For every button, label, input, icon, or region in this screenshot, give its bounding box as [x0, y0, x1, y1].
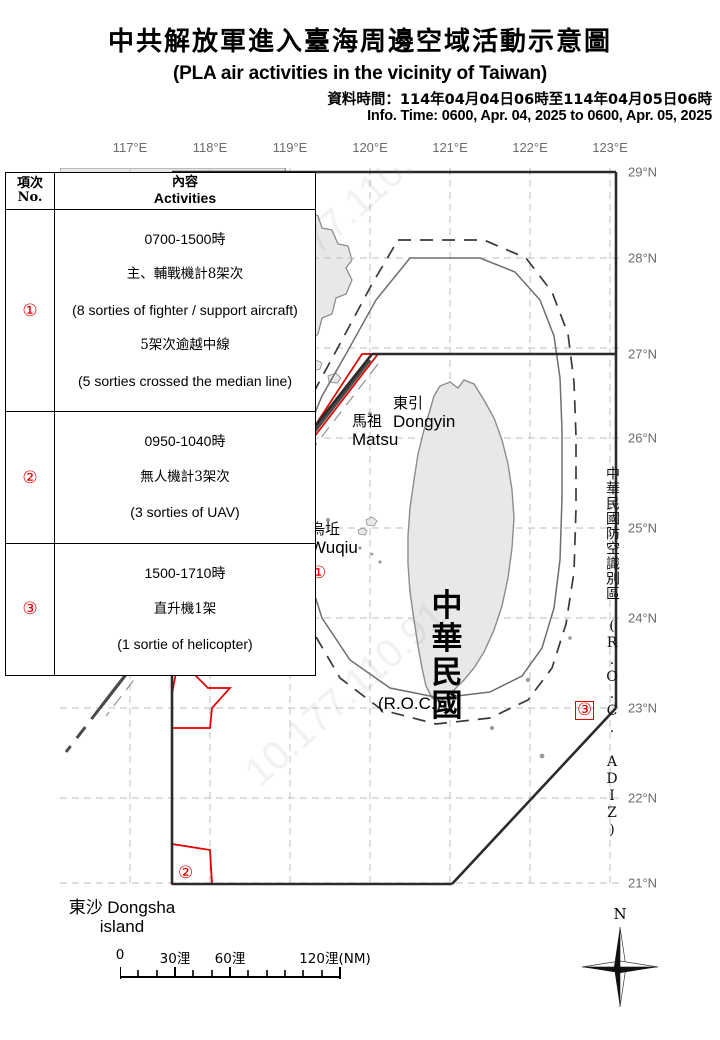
row-en1-2: (3 sorties of UAV): [130, 504, 240, 521]
lat-label-28: 28°N: [628, 250, 658, 266]
info-time-zh: 資料時間：114年04月04日06時至114年04月05日06時: [327, 92, 712, 108]
table-header-row: 項次 No. 內容 Activities: [5, 172, 316, 210]
marker-2: ②: [178, 863, 194, 883]
row-activities-2: 0950-1040時 無人機計3架次 (3 sorties of UAV): [54, 411, 316, 545]
lat-label-27: 27°N: [628, 346, 658, 362]
median-line-extension: [64, 707, 102, 753]
lon-label-122: 122°E: [512, 140, 548, 155]
row-time-1: 0700-1500時: [144, 230, 226, 247]
lon-label-118: 118°E: [192, 140, 228, 155]
row-zh1-2: 無人機計3架次: [140, 469, 230, 486]
taiwan-island: [357, 379, 572, 759]
compass-rose: N: [580, 905, 660, 1010]
row-time-2: 0950-1040時: [144, 433, 226, 450]
table-header-no-zh: 項次: [16, 176, 43, 192]
compass-north-label: N: [613, 905, 627, 923]
page-title-zh: 中共解放軍進入臺海周邊空域活動示意圖: [107, 27, 612, 57]
lat-label-26: 26°N: [628, 430, 658, 446]
table-row: ② 0950-1040時 無人機計3架次 (3 sorties of UAV): [5, 411, 316, 545]
lon-label-121: 121°E: [432, 140, 468, 155]
scale-tick-60: 60浬: [214, 951, 246, 967]
lat-label-23: 23°N: [628, 700, 658, 716]
lon-label-119: 119°E: [272, 140, 308, 155]
lat-label-24: 24°N: [628, 610, 658, 626]
lon-label-120: 120°E: [352, 140, 388, 155]
place-en2: island: [99, 917, 145, 936]
marker-3: ③: [575, 700, 595, 720]
row-zh1-1: 主、輔戰機計8架次: [126, 266, 244, 283]
place-en: Dongsha: [107, 898, 176, 917]
row-time-3: 1500-1710時: [144, 565, 226, 582]
lon-label-117: 117°E: [112, 140, 148, 155]
lat-label-29: 29°N: [628, 164, 658, 180]
place-zh: 東沙: [68, 898, 103, 918]
row-activities-1: 0700-1500時 主、輔戰機計8架次 (8 sorties of fight…: [54, 208, 316, 413]
lat-label-22: 22°N: [628, 790, 658, 806]
table-row: ① 0700-1500時 主、輔戰機計8架次 (8 sorties of fig…: [5, 208, 316, 413]
scale-bar-graphic: [120, 967, 341, 979]
table-header-activities: 內容 Activities: [54, 172, 316, 210]
row-no-1: ①: [5, 208, 55, 413]
title-block: 中共解放軍進入臺海周邊空域活動示意圖 (PLA air activities i…: [0, 26, 720, 85]
row-activities-3: 1500-1710時 直升機1架 (1 sortie of helicopter…: [54, 543, 316, 676]
adiz-label: 中華民國防空識別區 (R.O.C. ADIZ): [604, 466, 620, 839]
roc-label-zh: 中華民國: [431, 588, 463, 725]
scale-tick-30: 30浬: [159, 951, 191, 967]
row-en1-1: (8 sorties of fighter / support aircraft…: [72, 301, 298, 318]
compass-graphic: [581, 926, 659, 1008]
table-header-no-en: No.: [17, 189, 43, 205]
table-header-no: 項次 No.: [5, 172, 55, 210]
scale-tick-0: 0: [115, 947, 125, 963]
row-en1-3: (1 sortie of helicopter): [117, 636, 253, 653]
lat-label-25: 25°N: [628, 520, 658, 536]
table-header-act-en: Activities: [153, 189, 217, 206]
row-en2-1: (5 sorties crossed the median line): [78, 372, 292, 389]
lon-label-123: 123°E: [592, 140, 628, 155]
activities-table: 項次 No. 內容 Activities ① 0700-1500時 主、輔戰機計…: [5, 172, 316, 676]
roc-label-en: (R.O.C.): [378, 694, 442, 713]
row-no-2: ②: [5, 411, 55, 545]
table-header-act-zh: 內容: [171, 175, 198, 190]
page-title-en: (PLA air activities in the vicinity of T…: [172, 62, 548, 84]
lat-label-21: 21°N: [628, 875, 658, 891]
info-time-en: Info. Time: 0600, Apr. 04, 2025 to 0600,…: [367, 108, 712, 124]
row-no-3: ③: [5, 543, 55, 676]
table-row: ③ 1500-1710時 直升機1架 (1 sortie of helicopt…: [5, 543, 316, 676]
place-label-dongsha: 東沙 Dongsha island: [62, 893, 182, 937]
row-zh1-3: 直升機1架: [153, 600, 217, 617]
scale-tick-120: 120浬(NM): [299, 951, 371, 967]
row-zh2-1: 5架次逾越中線: [140, 337, 230, 354]
